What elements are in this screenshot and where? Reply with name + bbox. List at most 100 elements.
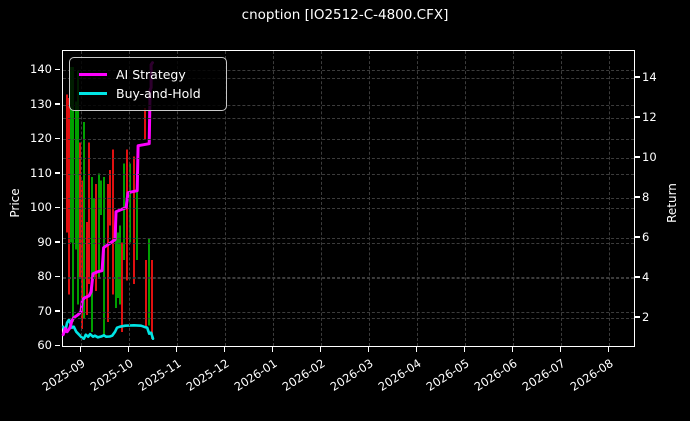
return-tick-label: 8 [642, 189, 650, 204]
price-tick-label: 80 [37, 269, 52, 284]
candle-bar [118, 225, 121, 305]
price-tick-label: 70 [37, 303, 52, 318]
date-tick-mark [175, 347, 177, 352]
date-tick-mark [223, 347, 225, 352]
gridline-return-14 [63, 77, 634, 79]
gridline-price-90 [63, 242, 634, 244]
candle-bar [77, 70, 80, 305]
return-tick-mark [635, 316, 640, 318]
candle-bar [79, 142, 81, 278]
date-tick-label: 2026-01 [231, 356, 280, 394]
date-tick-mark [127, 347, 129, 352]
return-tick-label: 6 [642, 229, 650, 244]
price-tick-label: 140 [30, 62, 52, 77]
candle-bar [151, 259, 153, 340]
gridline-month-2025-10 [129, 51, 130, 346]
return-tick-mark [635, 76, 640, 78]
return-tick-mark [635, 156, 640, 158]
gridline-price-100 [63, 208, 634, 210]
gridline-price-120 [63, 139, 634, 141]
candle-bar [94, 184, 97, 291]
return-tick-mark [635, 276, 640, 278]
date-tick-mark [367, 347, 369, 352]
ai-strategy-line-swatch [79, 73, 107, 76]
date-tick-label: 2025-11 [135, 356, 184, 394]
price-tick-label: 130 [30, 96, 52, 111]
candle-bar [136, 190, 139, 260]
date-tick-label: 2025-12 [183, 356, 232, 394]
return-tick-mark [635, 116, 640, 118]
gridline-month-2026-08 [609, 51, 610, 346]
date-tick-label: 2026-05 [423, 356, 472, 394]
candle-bar [106, 184, 109, 322]
candle-bar [69, 66, 72, 243]
candle-bar [98, 173, 101, 278]
candle-bar [93, 197, 95, 278]
gridline-month-2025-09 [81, 51, 82, 346]
legend-item-buy-and-hold: Buy-and-Hold [79, 84, 217, 103]
legend-label: Buy-and-Hold [116, 86, 201, 101]
gridline-return-2 [63, 317, 634, 319]
date-tick-label: 2026-06 [471, 356, 520, 394]
series-line-buy-and-hold [61, 318, 155, 341]
price-tick-mark [55, 310, 60, 312]
price-tick-label: 110 [30, 165, 52, 180]
candle-bar [68, 97, 70, 295]
candle-bar [126, 149, 129, 281]
gridline-month-2026-03 [369, 51, 370, 346]
gridline-month-2026-04 [417, 51, 418, 346]
candle-bar [112, 149, 115, 295]
price-tick-mark [55, 241, 60, 243]
gridline-month-2026-06 [513, 51, 514, 346]
price-tick-mark [55, 206, 60, 209]
candle-bar [81, 180, 83, 329]
candle-bar [117, 232, 119, 298]
candle-bar [143, 108, 146, 140]
price-tick-mark [55, 103, 60, 105]
gridline-return-12 [63, 117, 634, 119]
gridline-month-2025-12 [225, 51, 226, 346]
legend: AI Strategy Buy-and-Hold [69, 57, 227, 111]
date-tick-label: 2026-03 [327, 356, 376, 394]
candle-bar [123, 163, 126, 260]
return-tick-label: 12 [642, 109, 657, 124]
date-tick-label: 2026-04 [375, 356, 424, 394]
price-tick-mark [55, 68, 60, 71]
buy-and-hold-line-swatch [79, 92, 107, 95]
price-tick-label: 60 [37, 338, 52, 352]
date-tick-label: 2025-09 [39, 356, 88, 394]
gridline-return-8 [63, 197, 634, 199]
date-tick-mark [559, 347, 561, 352]
return-tick-mark [635, 236, 640, 238]
right-axis-label: Return [665, 183, 679, 223]
candle-bar [129, 163, 131, 243]
date-tick-mark [607, 347, 609, 352]
candle-bar [120, 242, 123, 333]
legend-label: AI Strategy [116, 67, 186, 82]
price-tick-label: 120 [30, 131, 52, 146]
gridline-return-4 [63, 277, 634, 279]
plot-area: AI Strategy Buy-and-Hold [61, 50, 635, 347]
gridline-month-2025-11 [177, 51, 178, 346]
gridline-month-2026-07 [561, 51, 562, 346]
candle-bar [148, 239, 151, 326]
gridline-return-10 [63, 157, 634, 159]
gridline-return-6 [63, 237, 634, 239]
candle-bar [88, 142, 91, 284]
gridline-month-2026-02 [321, 51, 322, 346]
date-tick-mark [319, 347, 321, 352]
return-tick-label: 4 [642, 269, 650, 284]
candle-bar [82, 122, 85, 319]
gridline-price-70 [63, 311, 634, 313]
legend-item-ai-strategy: AI Strategy [79, 65, 217, 84]
return-tick-label: 10 [642, 149, 657, 164]
return-tick-label: 2 [642, 309, 650, 324]
date-tick-mark [271, 347, 273, 352]
candle-bar [75, 101, 78, 250]
date-tick-label: 2026-07 [519, 356, 568, 394]
candle-bar [66, 94, 69, 233]
date-tick-mark [511, 347, 513, 352]
candle-bar [71, 66, 74, 322]
price-tick-label: 100 [30, 200, 52, 215]
